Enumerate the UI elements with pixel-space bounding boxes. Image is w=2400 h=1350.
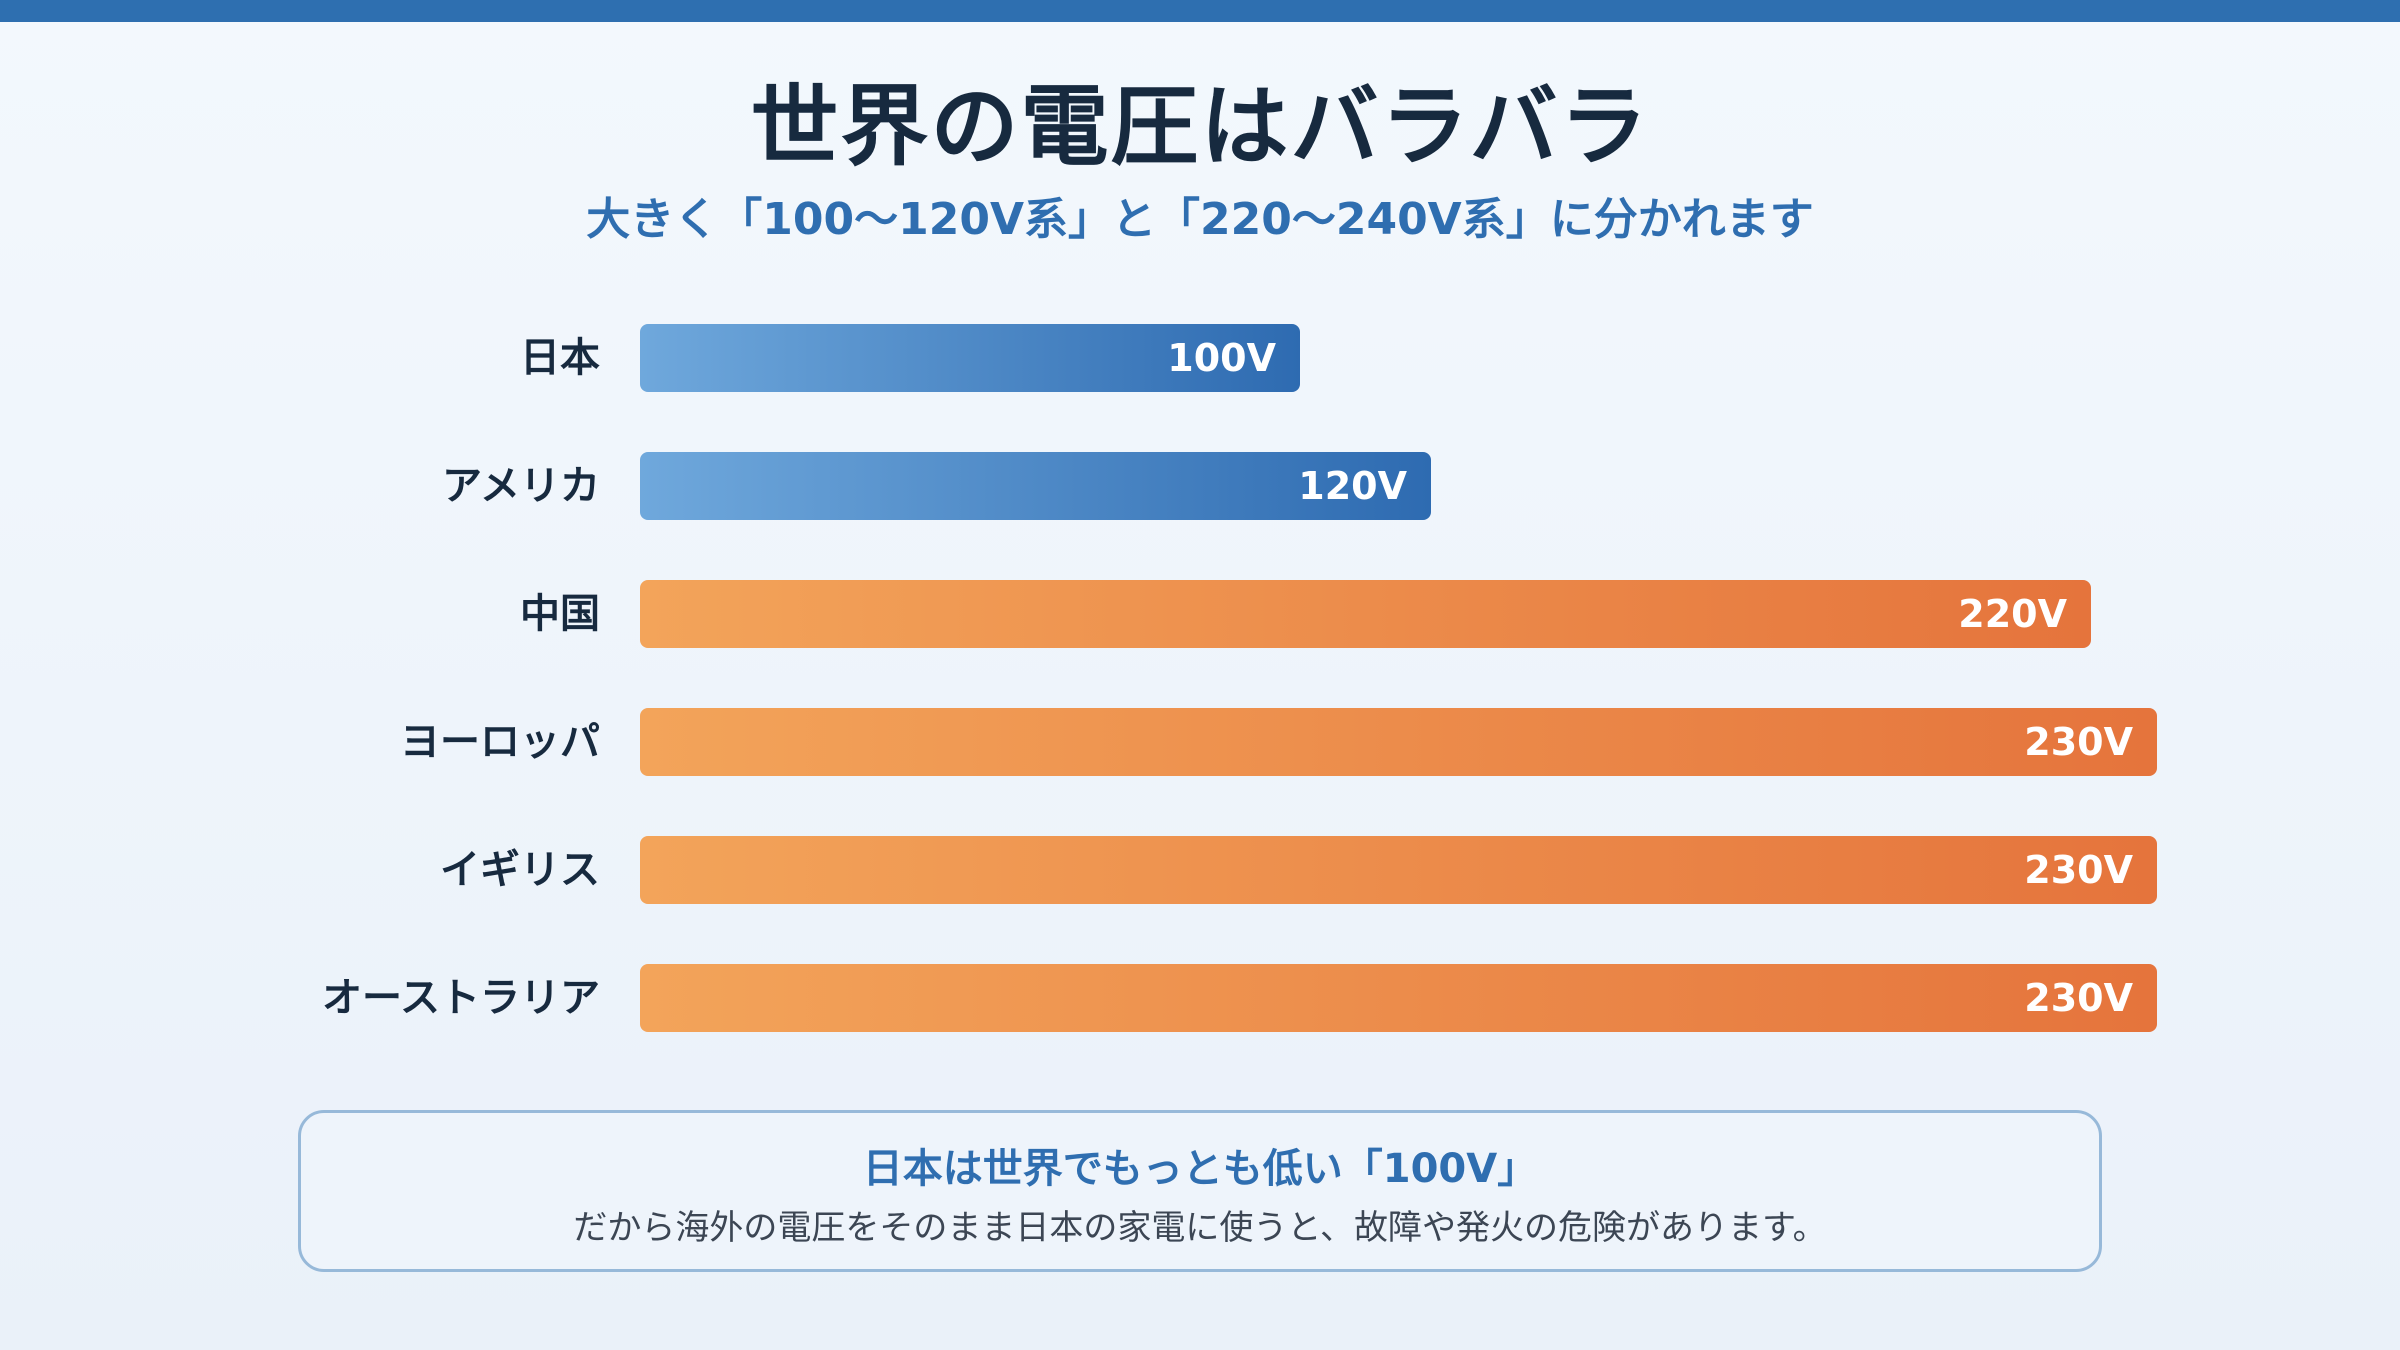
bar-label: 中国	[520, 591, 600, 637]
page-title: 世界の電圧はバラバラ	[750, 75, 1650, 178]
bar: 100V	[640, 324, 1300, 392]
top-accent-bar	[0, 0, 2400, 22]
bar-label: アメリカ	[442, 463, 600, 509]
bar-value-label: 230V	[2024, 976, 2133, 1020]
bar-label: オーストラリア	[322, 975, 600, 1021]
note-box: 日本は世界でもっとも低い「100V」 だから海外の電圧をそのまま日本の家電に使う…	[298, 1110, 2102, 1272]
bar-value-label: 220V	[1958, 592, 2067, 636]
bar-value-label: 120V	[1298, 464, 1407, 508]
bar: 220V	[640, 580, 2091, 648]
bar-label: 日本	[520, 335, 600, 381]
note-body: だから海外の電圧をそのまま日本の家電に使うと、故障や発火の危険があります。	[573, 1208, 1827, 1248]
bar-label: イギリス	[440, 847, 600, 893]
bar: 230V	[640, 836, 2157, 904]
page-subtitle: 大きく「100〜120V系」と「220〜240V系」に分かれます	[586, 194, 1814, 245]
bar-value-label: 230V	[2024, 720, 2133, 764]
bar-value-label: 230V	[2024, 848, 2133, 892]
bar: 230V	[640, 964, 2157, 1032]
note-headline: 日本は世界でもっとも低い「100V」	[862, 1146, 1538, 1192]
bar-label: ヨーロッパ	[400, 719, 600, 765]
bar-value-label: 100V	[1167, 336, 1276, 380]
bar: 120V	[640, 452, 1431, 520]
bar: 230V	[640, 708, 2157, 776]
